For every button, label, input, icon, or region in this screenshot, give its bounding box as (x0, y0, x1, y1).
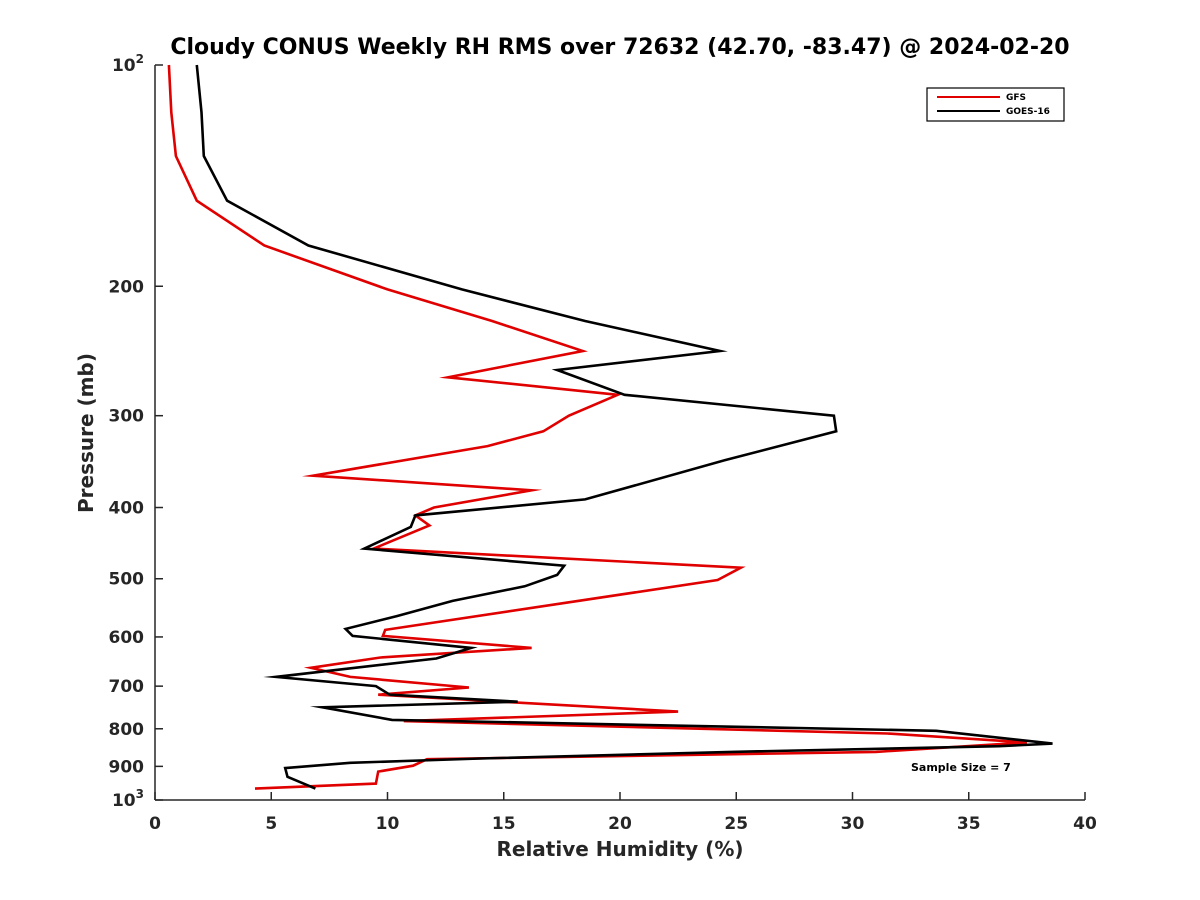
legend: GFS GOES-16 (926, 87, 1065, 122)
x-tick-label: 40 (1073, 814, 1097, 834)
legend-label-goes16: GOES-16 (1006, 107, 1050, 117)
x-tick-label: 20 (608, 814, 632, 834)
x-axis-label: Relative Humidity (%) (496, 837, 743, 861)
sample-size-annotation: Sample Size = 7 (911, 761, 1011, 774)
y-tick-label: 300 (109, 407, 145, 427)
y-axis-label: Pressure (mb) (74, 353, 98, 513)
x-tick-label: 30 (841, 814, 865, 834)
series-line-goes16 (195, 64, 1053, 790)
x-tick-label: 0 (149, 814, 161, 834)
y-axis-ticks: 102 200 300 400 500 600 700 800 900 103 (109, 52, 163, 811)
legend-label-gfs: GFS (1006, 93, 1026, 103)
y-tick-label: 600 (109, 628, 145, 648)
x-tick-label: 5 (265, 814, 277, 834)
y-tick-label: 400 (109, 499, 145, 519)
y-tick-label: 700 (109, 677, 145, 697)
x-tick-label: 35 (957, 814, 981, 834)
x-tick-label: 25 (724, 814, 748, 834)
y-tick-label: 102 (112, 52, 144, 76)
x-tick-label: 10 (376, 814, 400, 834)
x-axis-ticks: 0 5 10 15 20 25 30 35 40 (149, 792, 1097, 834)
legend-box (926, 87, 1065, 122)
y-tick-label: 800 (109, 720, 145, 740)
y-tick-label: 900 (109, 757, 145, 777)
y-tick-label: 500 (109, 570, 145, 590)
series-layer (167, 64, 1053, 790)
y-tick-label: 200 (109, 277, 145, 297)
series-line-gfs (167, 64, 1027, 790)
x-tick-label: 15 (492, 814, 516, 834)
y-tick-label: 103 (112, 787, 144, 811)
chart-title: Cloudy CONUS Weekly RH RMS over 72632 (4… (170, 35, 1069, 60)
